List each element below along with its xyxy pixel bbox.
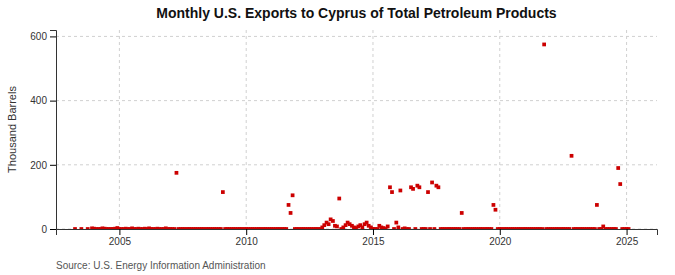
annotation: Source: U.S. Energy Information Administ… bbox=[56, 260, 266, 271]
point bbox=[540, 227, 544, 229]
y-axis: 0 200 400 600 bbox=[30, 31, 56, 235]
point bbox=[437, 185, 441, 189]
x-axis-line bbox=[57, 230, 658, 236]
grid bbox=[56, 30, 657, 229]
point bbox=[335, 225, 339, 229]
point bbox=[289, 211, 293, 215]
grid-line bbox=[372, 30, 373, 229]
y-tick-mark bbox=[50, 229, 56, 230]
point bbox=[595, 203, 599, 207]
x-tick-mark bbox=[627, 229, 628, 235]
point bbox=[492, 203, 496, 207]
grid-line bbox=[626, 30, 627, 229]
x-tick-label: 2020 bbox=[489, 236, 512, 247]
x-tick: 2015 bbox=[362, 229, 385, 247]
y-tick-label: 600 bbox=[30, 31, 47, 42]
x-tick: 2010 bbox=[236, 229, 259, 247]
y-tick: 600 bbox=[30, 31, 56, 42]
point bbox=[627, 227, 631, 229]
y-tick-label: 400 bbox=[30, 95, 47, 106]
grid-line bbox=[56, 36, 657, 37]
title: Monthly U.S. Exports to Cyprus of Total … bbox=[156, 5, 557, 21]
point bbox=[460, 211, 464, 215]
x-axis: 2005 2010 2015 2020 2025 bbox=[57, 229, 658, 247]
x-tick-mark bbox=[373, 229, 374, 235]
point bbox=[570, 154, 574, 158]
y-axis-label: Thousand Barrels bbox=[6, 86, 18, 173]
point bbox=[175, 171, 179, 175]
x-tick: 2005 bbox=[109, 229, 132, 247]
point bbox=[432, 227, 436, 229]
x-tick-label: 2025 bbox=[616, 236, 639, 247]
y-tick: 400 bbox=[30, 95, 56, 106]
grid-line bbox=[56, 100, 657, 101]
point bbox=[428, 227, 432, 229]
point bbox=[327, 222, 331, 226]
grid-line bbox=[246, 30, 247, 229]
point bbox=[494, 208, 498, 212]
point bbox=[291, 193, 295, 197]
y-tick: 0 bbox=[41, 224, 56, 235]
y-tick-label: 200 bbox=[30, 160, 47, 171]
point bbox=[392, 227, 396, 229]
point bbox=[396, 226, 400, 229]
x-tick-mark bbox=[246, 229, 247, 235]
y-tick: 200 bbox=[30, 160, 56, 171]
x-tick-label: 2015 bbox=[362, 236, 385, 247]
x-tick-label: 2010 bbox=[236, 236, 259, 247]
point bbox=[424, 227, 428, 229]
point bbox=[331, 219, 335, 223]
point bbox=[426, 190, 430, 194]
point bbox=[458, 227, 462, 229]
grid-line bbox=[56, 164, 657, 165]
point bbox=[287, 203, 291, 207]
grid-line bbox=[119, 30, 120, 229]
y-tick-label: 0 bbox=[41, 224, 47, 235]
point bbox=[219, 227, 223, 229]
point bbox=[394, 221, 398, 225]
x-tick: 2025 bbox=[616, 229, 639, 247]
point bbox=[614, 227, 618, 229]
point bbox=[388, 185, 392, 189]
point bbox=[221, 190, 225, 194]
point bbox=[418, 185, 422, 189]
point bbox=[616, 166, 620, 170]
point bbox=[365, 221, 369, 225]
x-tick: 2020 bbox=[489, 229, 512, 247]
point bbox=[413, 227, 417, 229]
y-tick-mark bbox=[50, 36, 56, 37]
grid-line bbox=[499, 30, 500, 229]
x-tick-label: 2005 bbox=[109, 236, 132, 247]
point bbox=[490, 227, 494, 229]
point bbox=[618, 182, 622, 186]
y-tick-mark bbox=[50, 165, 56, 166]
x-tick-mark bbox=[119, 229, 120, 235]
x-tick-mark bbox=[500, 229, 501, 235]
points bbox=[73, 43, 630, 229]
point bbox=[593, 227, 597, 229]
y-axis-line bbox=[50, 31, 57, 230]
point bbox=[542, 43, 546, 47]
point bbox=[337, 197, 341, 201]
point bbox=[86, 227, 90, 229]
point bbox=[411, 187, 415, 191]
point bbox=[284, 227, 288, 229]
point bbox=[430, 181, 434, 185]
point bbox=[568, 227, 572, 229]
point bbox=[407, 227, 411, 229]
y-tick-mark bbox=[50, 101, 56, 102]
chart: 2005 2010 2015 2020 2025 0 200 400 600 Monthly U.… bbox=[0, 0, 675, 275]
point bbox=[390, 190, 394, 194]
point bbox=[398, 189, 402, 193]
point bbox=[173, 227, 177, 229]
point bbox=[79, 227, 83, 229]
point bbox=[386, 225, 390, 229]
point bbox=[73, 227, 77, 229]
